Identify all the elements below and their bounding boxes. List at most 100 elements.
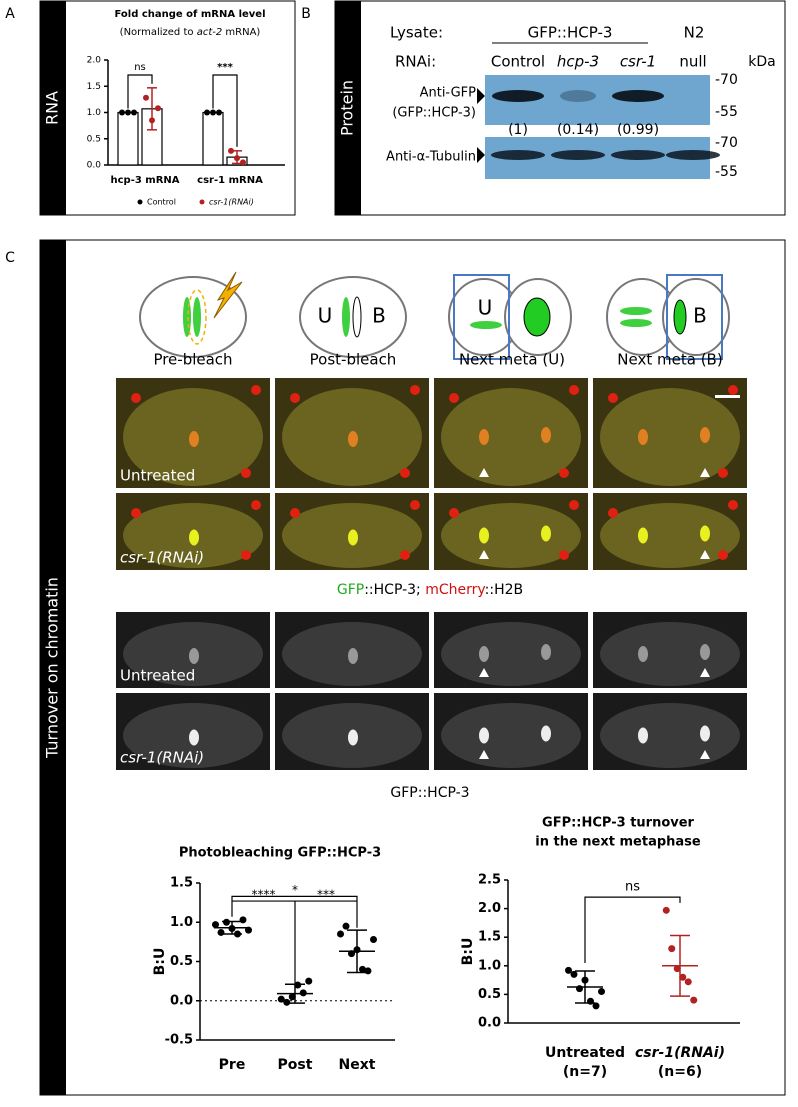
y-tick-label: 0.0 — [87, 161, 102, 171]
significance-bracket — [212, 74, 238, 147]
chromatin-signal — [348, 529, 358, 546]
chromatin-signal — [189, 729, 199, 746]
row-label: Untreated — [120, 667, 195, 685]
chromatin — [193, 297, 201, 337]
y-tick-label: 1.5 — [478, 930, 501, 945]
legend-marker — [199, 199, 205, 205]
h2b-signal — [728, 500, 738, 510]
kda-label: kDa — [748, 54, 775, 70]
band — [611, 150, 665, 160]
embryo-signal — [600, 388, 740, 486]
data-point — [570, 970, 578, 978]
h2b-signal — [251, 500, 261, 510]
h2b-signal — [131, 393, 141, 403]
data-point — [598, 988, 605, 996]
band — [666, 150, 720, 160]
y-tick-label: 2.5 — [478, 873, 501, 888]
chromatin-signal — [348, 431, 358, 447]
band — [491, 150, 545, 160]
subtitle-part: mRNA) — [222, 27, 260, 38]
data-point — [277, 995, 285, 1003]
arrowhead — [479, 750, 489, 759]
data-point — [690, 996, 698, 1004]
antibody-label: Anti-α-Tubulin — [386, 150, 476, 165]
chromatin-signal — [541, 525, 551, 542]
x-tick-sublabel: (n=6) — [658, 1064, 702, 1080]
h2b-signal — [251, 385, 261, 395]
data-point — [679, 973, 687, 981]
chromatin-signal — [189, 431, 199, 447]
data-point — [342, 922, 350, 930]
y-tick-label: 2.0 — [87, 56, 102, 66]
x-tick-label: Untreated — [545, 1045, 625, 1061]
chromatin — [523, 297, 551, 337]
rnai-label: RNAi: — [395, 53, 436, 71]
h2b-signal — [718, 468, 728, 478]
chromatin-signal — [638, 527, 648, 544]
significance-label: ns — [625, 880, 640, 895]
selection-box — [666, 274, 723, 360]
chromatin-signal — [700, 644, 710, 660]
bar — [202, 111, 224, 166]
x-tick-label: hcp-3 mRNA — [110, 175, 179, 186]
subtitle-part: (Normalized to — [120, 27, 197, 38]
error-bar — [232, 150, 242, 165]
side-bar — [40, 1, 66, 215]
data-point — [283, 998, 291, 1006]
data-point — [143, 94, 149, 101]
column-header: Pre-bleach — [153, 351, 232, 369]
data-point — [299, 989, 307, 997]
arrowhead — [700, 550, 710, 559]
h2b-signal — [608, 393, 618, 403]
antibody-label: Anti-GFP — [420, 86, 477, 101]
chromatin-signal — [541, 725, 551, 742]
h2b-signal — [449, 393, 459, 403]
chromatin-signal — [479, 727, 489, 744]
n2-label: N2 — [684, 24, 705, 42]
embryo-signal — [600, 622, 740, 686]
data-point — [364, 967, 372, 975]
quant-label: (0.14) — [557, 122, 599, 138]
laser-bolt — [213, 271, 243, 319]
panel-letter: C — [5, 250, 15, 266]
x-tick-sublabel: (n=7) — [563, 1064, 607, 1080]
chromatin-signal — [479, 646, 489, 662]
y-tick-label: 1.0 — [170, 915, 193, 930]
side-label: Protein — [338, 80, 357, 136]
chromatin-signal — [541, 427, 551, 443]
panel-letter: A — [5, 6, 15, 22]
data-point — [668, 945, 676, 953]
diagram-label: U — [318, 304, 333, 328]
merge-legend: GFP::HCP-3; mCherry::H2B — [337, 582, 523, 598]
h2b-signal — [718, 550, 728, 560]
quant-label: (1) — [508, 122, 528, 138]
h2b-signal — [400, 468, 410, 478]
y-tick-label: 2.0 — [478, 901, 501, 916]
legend-part: mCherry — [425, 582, 485, 598]
y-tick-label: -0.5 — [165, 1033, 193, 1048]
embryo-signal — [600, 503, 740, 568]
bar — [117, 111, 139, 166]
h2b-signal — [241, 468, 251, 478]
gray-caption: GFP::HCP-3 — [390, 785, 469, 801]
chromatin-signal — [541, 644, 551, 660]
h2b-signal — [449, 508, 459, 518]
arrowhead — [479, 468, 489, 477]
x-tick-label: csr-1 mRNA — [197, 175, 263, 186]
error-bar — [147, 87, 157, 131]
diagram-label: B — [372, 304, 386, 328]
h2b-signal — [290, 393, 300, 403]
data-point — [239, 916, 247, 924]
data-point — [288, 993, 296, 1001]
chromatin — [352, 296, 362, 338]
diagram-label: B — [693, 304, 707, 328]
band — [492, 90, 544, 102]
data-point — [359, 965, 366, 973]
lane-label: null — [679, 53, 706, 71]
data-point — [119, 109, 125, 116]
chromatin-signal — [479, 527, 489, 544]
scale-bar — [715, 395, 740, 398]
data-point — [673, 965, 681, 973]
panel-letter: B — [301, 6, 311, 22]
column-header: Post-bleach — [310, 351, 397, 369]
